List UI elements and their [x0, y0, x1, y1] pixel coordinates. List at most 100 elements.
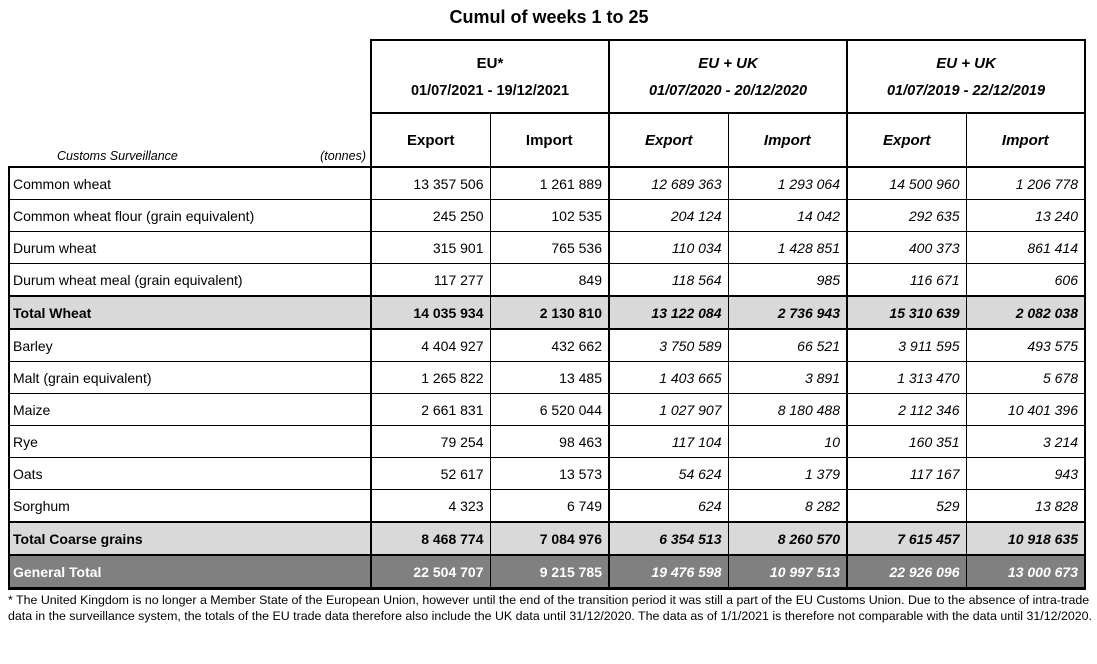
value-cell: 22 926 096 — [847, 554, 967, 590]
value-cell: 13 357 506 — [371, 166, 491, 200]
corner-cell: Customs Surveillance (tonnes) — [9, 40, 371, 168]
value-cell: 1 265 822 — [371, 361, 491, 394]
value-cell: 117 167 — [847, 457, 967, 490]
table-row-oats: Oats 52 617 13 573 54 624 1 379 117 167 943 — [8, 457, 1086, 490]
group-period: 01/07/2019 - 22/12/2019 — [886, 82, 1046, 99]
row-label: Durum wheat meal (grain equivalent) — [8, 263, 372, 297]
value-cell: 245 250 — [371, 199, 491, 232]
value-cell: 1 206 778 — [966, 166, 1086, 200]
col-header-import-eu: Import — [490, 112, 610, 168]
value-cell: 160 351 — [847, 425, 967, 458]
value-cell: 8 180 488 — [728, 393, 848, 426]
table-row-total-wheat: Total Wheat 14 035 934 2 130 810 13 122 084… — [8, 295, 1086, 330]
footnote: * The United Kingdom is no longer a Memb… — [8, 593, 1092, 623]
table-row-general-total: General Total 22 504 707 9 215 785 19 476 5… — [8, 554, 1086, 590]
value-cell: 118 564 — [609, 263, 729, 297]
value-cell: 2 661 831 — [371, 393, 491, 426]
value-cell: 79 254 — [371, 425, 491, 458]
value-cell: 10 401 396 — [966, 393, 1086, 426]
value-cell: 117 277 — [371, 263, 491, 297]
customs-surveillance-table: Customs Surveillance (tonnes) EU* 01/07/… — [8, 39, 1086, 590]
row-label: Total Wheat — [8, 295, 372, 330]
value-cell: 4 404 927 — [371, 328, 491, 362]
group-name: EU* — [476, 54, 504, 72]
table-row-common-wheat-flour-grain-equivalent: Common wheat flour (grain equivalent) 245… — [8, 199, 1086, 232]
value-cell: 8 282 — [728, 489, 848, 523]
value-cell: 400 373 — [847, 231, 967, 264]
value-cell: 8 260 570 — [728, 521, 848, 556]
value-cell: 204 124 — [609, 199, 729, 232]
page-title: Cumul of weeks 1 to 25 — [449, 7, 649, 27]
corner-label: Customs Surveillance — [57, 149, 178, 163]
col-header-import-euuk20: Import — [728, 112, 848, 168]
value-cell: 529 — [847, 489, 967, 523]
row-label: Sorghum — [8, 489, 372, 523]
row-label: General Total — [8, 554, 372, 590]
value-cell: 14 042 — [728, 199, 848, 232]
table-row-maize: Maize 2 661 831 6 520 044 1 027 907 8 180 48… — [8, 393, 1086, 426]
col-header-import-euuk19: Import — [966, 112, 1086, 168]
col-header-export-eu: Export — [370, 112, 491, 168]
value-cell: 4 323 — [371, 489, 491, 523]
value-cell: 12 689 363 — [609, 166, 729, 200]
value-cell: 3 214 — [966, 425, 1086, 458]
group-header-row: Customs Surveillance (tonnes) EU* 01/07/… — [9, 39, 1086, 168]
row-label: Barley — [8, 328, 372, 362]
value-cell: 19 476 598 — [609, 554, 729, 590]
value-cell: 3 891 — [728, 361, 848, 394]
value-cell: 13 000 673 — [966, 554, 1086, 590]
row-label: Common wheat flour (grain equivalent) — [8, 199, 372, 232]
table-row-rye: Rye 79 254 98 463 117 104 10 160 351 3 214 — [8, 425, 1086, 458]
column-group-eu-uk-2020: EU + UK 01/07/2020 - 20/12/2020 — [608, 39, 848, 114]
column-group-eu-uk-2019: EU + UK 01/07/2019 - 22/12/2019 — [846, 39, 1086, 114]
value-cell: 13 828 — [966, 489, 1086, 523]
value-cell: 117 104 — [609, 425, 729, 458]
value-cell: 3 750 589 — [609, 328, 729, 362]
col-header-export-euuk20: Export — [608, 112, 729, 168]
value-cell: 2 736 943 — [728, 295, 848, 330]
value-cell: 624 — [609, 489, 729, 523]
value-cell: 8 468 774 — [371, 521, 491, 556]
value-cell: 66 521 — [728, 328, 848, 362]
value-cell: 1 261 889 — [490, 166, 610, 200]
table-row-durum-wheat: Durum wheat 315 901 765 536 110 034 1 428 85… — [8, 231, 1086, 264]
table-row-total-coarse-grains: Total Coarse grains 8 468 774 7 084 976 6 3… — [8, 521, 1086, 556]
value-cell: 6 354 513 — [609, 521, 729, 556]
value-cell: 5 678 — [966, 361, 1086, 394]
value-cell: 315 901 — [371, 231, 491, 264]
row-label: Malt (grain equivalent) — [8, 361, 372, 394]
value-cell: 861 414 — [966, 231, 1086, 264]
table-row-barley: Barley 4 404 927 432 662 3 750 589 66 521 3 9… — [8, 328, 1086, 362]
value-cell: 1 027 907 — [609, 393, 729, 426]
row-label: Total Coarse grains — [8, 521, 372, 556]
value-cell: 606 — [966, 263, 1086, 297]
value-cell: 13 485 — [490, 361, 610, 394]
row-label: Rye — [8, 425, 372, 458]
value-cell: 432 662 — [490, 328, 610, 362]
value-cell: 6 520 044 — [490, 393, 610, 426]
value-cell: 1 313 470 — [847, 361, 967, 394]
table-body: Common wheat 13 357 506 1 261 889 12 689 36… — [8, 166, 1086, 590]
value-cell: 493 575 — [966, 328, 1086, 362]
value-cell: 10 918 635 — [966, 521, 1086, 556]
group-name: EU + UK — [936, 54, 996, 72]
table-header: Customs Surveillance (tonnes) EU* 01/07/… — [9, 39, 1086, 168]
column-group-eu: EU* 01/07/2021 - 19/12/2021 — [370, 39, 610, 114]
group-period: 01/07/2021 - 19/12/2021 — [410, 82, 570, 99]
value-cell: 943 — [966, 457, 1086, 490]
group-period: 01/07/2020 - 20/12/2020 — [648, 82, 808, 99]
value-cell: 15 310 639 — [847, 295, 967, 330]
row-label: Oats — [8, 457, 372, 490]
value-cell: 13 573 — [490, 457, 610, 490]
value-cell: 7 084 976 — [490, 521, 610, 556]
value-cell: 985 — [728, 263, 848, 297]
value-cell: 116 671 — [847, 263, 967, 297]
value-cell: 52 617 — [371, 457, 491, 490]
value-cell: 110 034 — [609, 231, 729, 264]
value-cell: 10 — [728, 425, 848, 458]
value-cell: 2 130 810 — [490, 295, 610, 330]
value-cell: 292 635 — [847, 199, 967, 232]
value-cell: 1 379 — [728, 457, 848, 490]
table-row-sorghum: Sorghum 4 323 6 749 624 8 282 529 13 828 — [8, 489, 1086, 523]
